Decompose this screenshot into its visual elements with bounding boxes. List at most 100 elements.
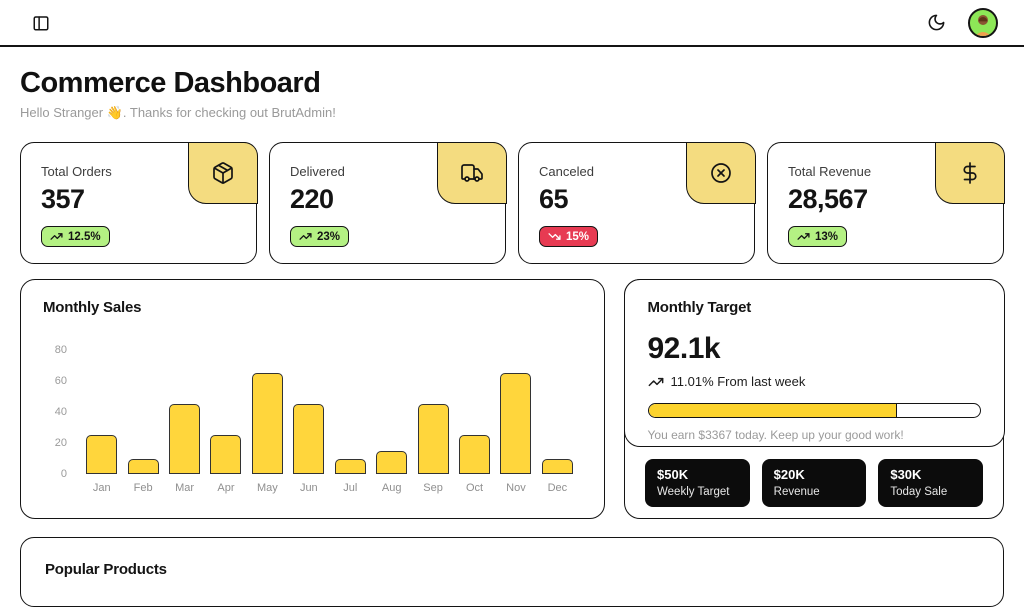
x-tick-label: Feb bbox=[133, 482, 153, 494]
monthly-sales-bar-chart: 0 20 40 60 80 Jan Feb Mar Apr May Jun Jul Aug Sep Oct… bbox=[43, 344, 582, 494]
bar-column-apr bbox=[205, 435, 246, 474]
change-badge: 12.5% bbox=[41, 226, 110, 247]
y-axis: 0 20 40 60 80 bbox=[43, 344, 77, 480]
y-tick-label: 80 bbox=[54, 344, 67, 356]
stat-card-total-revenue: Total Revenue 28,567 13% bbox=[767, 141, 1005, 264]
bar-aug[interactable] bbox=[376, 450, 408, 474]
target-trend-line: 11.01% From last week bbox=[648, 374, 981, 390]
x-tick-label: Aug bbox=[381, 482, 402, 494]
package-icon bbox=[211, 161, 235, 185]
bar-column-jul bbox=[330, 458, 371, 474]
bar-jan[interactable] bbox=[86, 435, 118, 474]
x-tick-label: Nov bbox=[506, 482, 526, 494]
stat-icon-tab bbox=[685, 141, 756, 204]
y-tick-label: 0 bbox=[60, 468, 67, 480]
chip-label: Weekly Target bbox=[657, 486, 730, 498]
stat-value: 220 bbox=[290, 184, 334, 214]
bar-oct[interactable] bbox=[459, 435, 490, 474]
trending-up-icon bbox=[50, 230, 63, 243]
popular-products-title: Popular Products bbox=[45, 561, 167, 578]
stat-icon-tab bbox=[187, 141, 258, 204]
monthly-target-card: Monthly Target 92.1k 11.01% From last we… bbox=[623, 278, 1005, 519]
change-value: 23% bbox=[317, 230, 341, 243]
bar-jul[interactable] bbox=[334, 458, 366, 474]
user-avatar[interactable] bbox=[968, 7, 998, 38]
x-axis-labels: Jan Feb Mar Apr May Jun Jul Aug Sep Oct Nov Dec bbox=[77, 482, 582, 494]
x-tick-label: Jan bbox=[92, 482, 111, 494]
top-bar bbox=[0, 0, 1024, 47]
stat-icon-tab bbox=[436, 141, 507, 204]
theme-toggle-button[interactable] bbox=[923, 9, 950, 36]
stat-value: 357 bbox=[41, 184, 85, 214]
change-badge: 15% bbox=[539, 226, 599, 247]
y-tick-label: 20 bbox=[54, 437, 67, 449]
change-value: 12.5% bbox=[68, 230, 101, 243]
bar-column-aug bbox=[371, 450, 412, 474]
x-circle-icon bbox=[709, 161, 733, 185]
target-trend-text: 11.01% From last week bbox=[670, 374, 806, 389]
chip-value: $20K bbox=[773, 467, 805, 482]
bar-nov[interactable] bbox=[500, 373, 532, 474]
bar-sep[interactable] bbox=[417, 404, 449, 474]
x-tick-label: Mar bbox=[175, 482, 195, 494]
change-badge: 13% bbox=[788, 226, 848, 247]
monthly-target-title: Monthly Target bbox=[647, 298, 752, 316]
change-value: 15% bbox=[566, 230, 590, 243]
monthly-target-inner-card: Monthly Target 92.1k 11.01% From last we… bbox=[623, 278, 1005, 447]
plot-area bbox=[77, 350, 582, 474]
target-earn-text: You earn $3367 today. Keep up your good … bbox=[647, 427, 904, 442]
bar-feb[interactable] bbox=[127, 458, 159, 474]
change-badge: 23% bbox=[290, 226, 350, 247]
truck-icon bbox=[460, 161, 484, 185]
main-content: Commerce Dashboard Hello Stranger 👋. Tha… bbox=[0, 67, 1024, 607]
x-tick-label: Jun bbox=[299, 482, 318, 494]
stats-row: Total Orders 357 12.5% bbox=[20, 141, 1005, 264]
trending-up-icon bbox=[648, 374, 664, 390]
target-progress-bar bbox=[647, 402, 981, 418]
x-tick-label: May bbox=[257, 482, 278, 494]
stat-label: Total Revenue bbox=[788, 164, 872, 179]
bar-jun[interactable] bbox=[293, 404, 325, 474]
chip-value: $50K bbox=[657, 467, 689, 482]
panel-left-icon bbox=[32, 14, 50, 32]
avatar-person-illustration bbox=[975, 14, 991, 36]
x-tick-label: Apr bbox=[217, 482, 235, 494]
bar-apr[interactable] bbox=[210, 435, 242, 474]
target-chips-row: $50K Weekly Target $20K Revenue $30K Tod… bbox=[625, 445, 1003, 507]
bar-column-may bbox=[247, 373, 288, 474]
bar-may[interactable] bbox=[251, 373, 283, 474]
page-title: Commerce Dashboard bbox=[20, 67, 321, 99]
stat-label: Delivered bbox=[290, 164, 345, 179]
stat-value: 28,567 bbox=[788, 184, 868, 214]
monthly-sales-card: Monthly Sales 0 20 40 60 80 Jan Feb Mar Apr May J… bbox=[20, 279, 605, 519]
chip-weekly-target: $50K Weekly Target bbox=[645, 459, 750, 507]
target-progress-fill bbox=[648, 403, 897, 417]
stat-card-delivered: Delivered 220 23% bbox=[269, 141, 507, 264]
bar-column-jun bbox=[288, 404, 329, 474]
stat-label: Canceled bbox=[539, 164, 594, 179]
trending-up-icon bbox=[797, 230, 810, 243]
monthly-sales-title: Monthly Sales bbox=[43, 299, 142, 316]
sidebar-toggle-button[interactable] bbox=[28, 10, 54, 36]
y-tick-label: 60 bbox=[54, 375, 67, 387]
page-subtitle: Hello Stranger 👋. Thanks for checking ou… bbox=[20, 105, 336, 120]
chip-today-sale: $30K Today Sale bbox=[878, 459, 984, 507]
stat-label: Total Orders bbox=[41, 164, 112, 179]
trending-up-icon bbox=[299, 230, 312, 243]
stat-card-canceled: Canceled 65 15% bbox=[518, 141, 756, 264]
chip-label: Revenue bbox=[773, 486, 820, 498]
x-tick-label: Jul bbox=[343, 482, 358, 494]
chip-value: $30K bbox=[890, 467, 922, 482]
stat-card-total-orders: Total Orders 357 12.5% bbox=[20, 141, 258, 264]
bar-column-oct bbox=[454, 435, 495, 474]
x-tick-label: Dec bbox=[547, 482, 568, 494]
bar-column-nov bbox=[495, 373, 536, 474]
bar-column-jan bbox=[81, 435, 122, 474]
stat-icon-tab bbox=[934, 141, 1005, 204]
change-value: 13% bbox=[815, 230, 839, 243]
x-tick-label: Oct bbox=[465, 482, 484, 494]
stat-value: 65 bbox=[539, 184, 569, 214]
popular-products-card: Popular Products bbox=[20, 537, 1004, 607]
bar-mar[interactable] bbox=[169, 404, 201, 474]
bar-dec[interactable] bbox=[541, 458, 573, 474]
